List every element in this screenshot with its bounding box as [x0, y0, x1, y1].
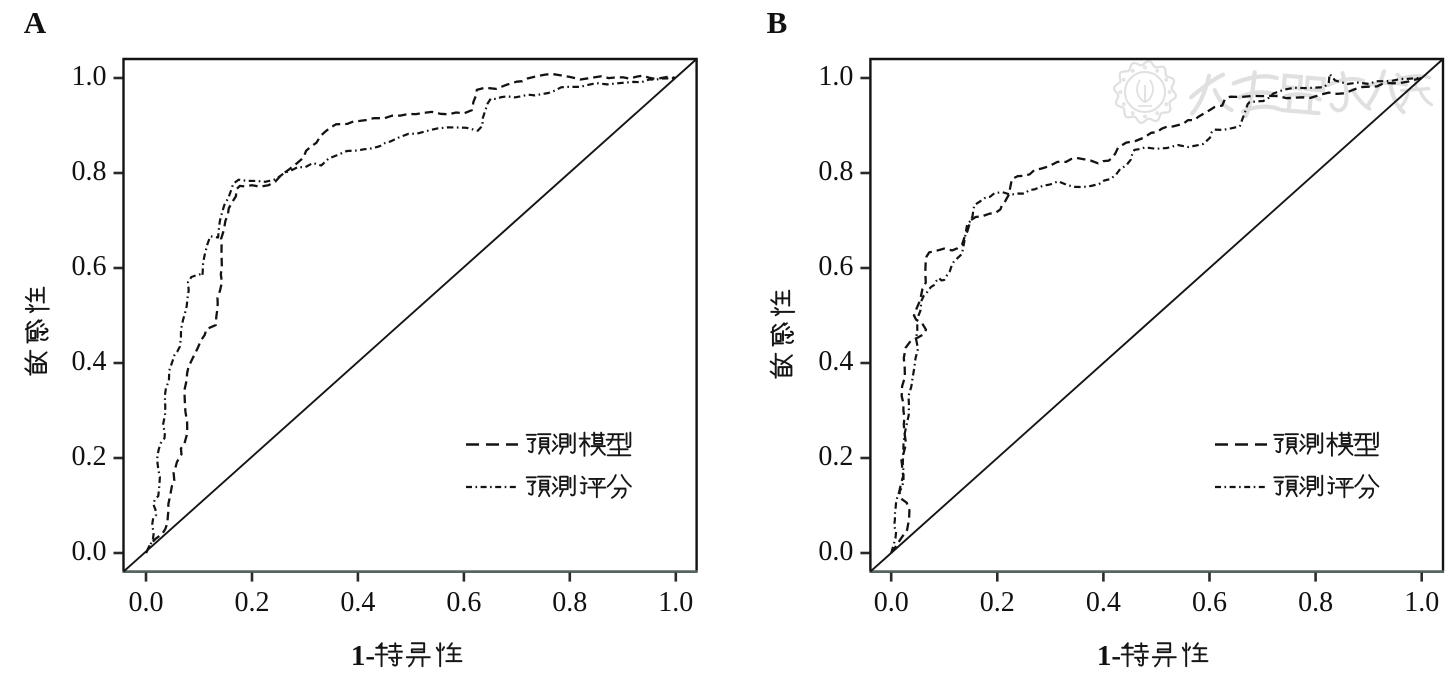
svg-text:1-: 1- [351, 640, 375, 672]
svg-text:0.0: 0.0 [818, 536, 853, 567]
svg-text:A: A [24, 5, 47, 40]
svg-text:1-: 1- [1097, 640, 1121, 672]
svg-text:1.0: 1.0 [72, 61, 107, 92]
svg-text:0.6: 0.6 [818, 251, 853, 282]
svg-text:1.0: 1.0 [1404, 587, 1439, 618]
svg-text:0.2: 0.2 [818, 441, 853, 472]
svg-text:0.0: 0.0 [874, 587, 909, 618]
svg-text:0.8: 0.8 [818, 156, 853, 187]
svg-text:1.0: 1.0 [658, 587, 693, 618]
svg-text:0.0: 0.0 [72, 536, 107, 567]
svg-text:0.6: 0.6 [1192, 587, 1227, 618]
svg-text:B: B [767, 5, 788, 40]
svg-text:0.4: 0.4 [1086, 587, 1121, 618]
svg-text:0.8: 0.8 [72, 156, 107, 187]
svg-text:0.6: 0.6 [446, 587, 481, 618]
svg-text:0.4: 0.4 [72, 346, 107, 377]
svg-text:0.4: 0.4 [818, 346, 853, 377]
svg-text:0.8: 0.8 [1298, 587, 1333, 618]
svg-text:0.0: 0.0 [129, 587, 164, 618]
svg-text:0.2: 0.2 [72, 441, 107, 472]
svg-text:0.2: 0.2 [235, 587, 270, 618]
svg-text:0.6: 0.6 [72, 251, 107, 282]
svg-text:0.4: 0.4 [340, 587, 375, 618]
svg-text:1.0: 1.0 [818, 61, 853, 92]
svg-text:0.8: 0.8 [552, 587, 587, 618]
svg-text:0.2: 0.2 [980, 587, 1015, 618]
